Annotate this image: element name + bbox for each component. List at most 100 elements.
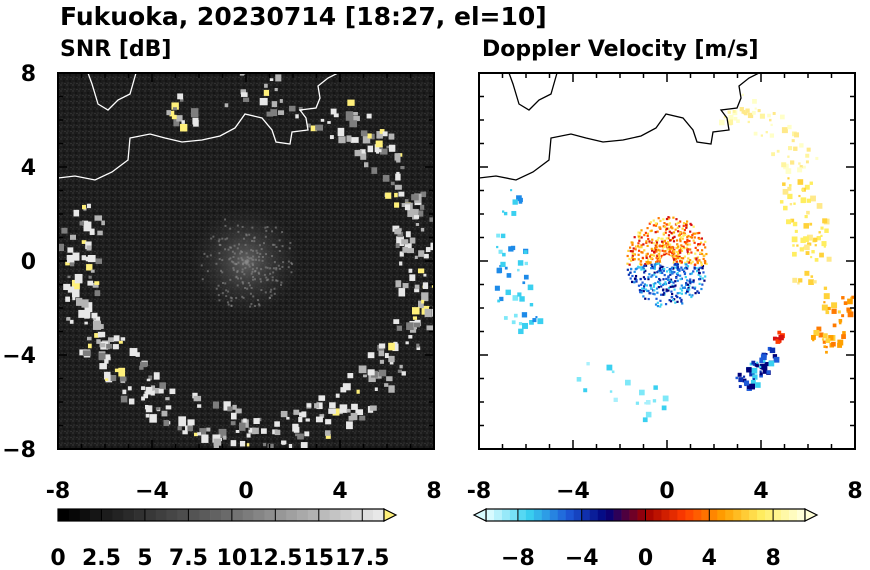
- doppler-echo-pixel: [521, 312, 528, 318]
- doppler-echo-pixel: [675, 294, 678, 297]
- doppler-echo-pixel: [635, 280, 638, 283]
- doppler-echo-pixel: [821, 338, 825, 341]
- doppler-echo-pixel: [670, 226, 673, 229]
- doppler-echo-pixel: [746, 367, 752, 373]
- doppler-echo-pixel: [631, 241, 634, 244]
- snr-panel-title: SNR [dB]: [60, 37, 171, 62]
- doppler-echo-pixel: [649, 229, 652, 233]
- doppler-echo-pixel: [752, 99, 757, 104]
- doppler-echo-pixel: [823, 245, 826, 248]
- doppler-echo-pixel: [697, 243, 700, 246]
- doppler-echo-pixel: [727, 110, 731, 114]
- doppler-echo-pixel: [779, 200, 784, 204]
- snr-echo-pixel: [187, 426, 193, 432]
- doppler-echo-pixel: [788, 184, 792, 187]
- doppler-echo-pixel: [639, 291, 642, 294]
- doppler-echo-pixel: [537, 318, 544, 325]
- doppler-echo-pixel: [646, 244, 649, 248]
- x-tick-label: 8: [847, 479, 862, 504]
- doppler-echo-pixel: [818, 332, 824, 338]
- doppler-echo-pixel: [696, 261, 699, 265]
- doppler-echo-pixel: [688, 239, 691, 243]
- doppler-echo-pixel: [686, 243, 689, 246]
- doppler-echo-pixel: [696, 260, 699, 263]
- snr-clutter-pixel: [235, 275, 238, 278]
- snr-echo-pixel: [394, 202, 400, 208]
- snr-colorbar-labels: 0 2.5 5 7.5 10 12.5 15 17.5: [50, 546, 389, 570]
- doppler-echo-pixel: [787, 177, 790, 180]
- doppler-echo-pixel: [502, 252, 506, 257]
- doppler-echo-pixel: [652, 292, 655, 295]
- doppler-echo-pixel: [500, 261, 506, 268]
- snr-clutter-pixel: [226, 237, 229, 240]
- doppler-echo-pixel: [661, 283, 665, 287]
- snr-echo-pixel: [263, 89, 270, 96]
- doppler-echo-pixel: [505, 289, 511, 296]
- snr-clutter-pixel: [276, 279, 279, 282]
- snr-echo-pixel: [230, 421, 236, 426]
- doppler-echo-pixel: [659, 282, 662, 286]
- doppler-echo-pixel: [522, 322, 528, 329]
- doppler-echo-pixel: [676, 256, 679, 259]
- snr-echo-pixel: [416, 346, 421, 351]
- snr-echo-pixel: [140, 361, 148, 368]
- doppler-echo-pixel: [637, 234, 640, 237]
- doppler-echo-pixel: [691, 286, 694, 289]
- doppler-echo-pixel: [679, 240, 682, 243]
- doppler-echo-pixel: [755, 382, 761, 388]
- colorbar-cell: [733, 509, 742, 521]
- snr-echo-pixel: [379, 129, 385, 134]
- doppler-echo-pixel: [677, 234, 680, 237]
- snr-clutter-pixel: [236, 224, 239, 227]
- doppler-echo-pixel: [805, 160, 809, 164]
- snr-echo-pixel: [330, 108, 337, 115]
- doppler-echo-pixel: [655, 241, 659, 244]
- snr-clutter-pixel: [287, 260, 290, 263]
- doppler-echo-pixel: [702, 271, 705, 274]
- snr-clutter-pixel: [246, 256, 249, 259]
- snr-clutter-pixel: [273, 243, 276, 246]
- doppler-echo-pixel: [630, 259, 633, 262]
- doppler-echo-pixel: [635, 401, 640, 405]
- doppler-echo-pixel: [650, 267, 653, 270]
- doppler-echo-pixel: [670, 246, 673, 249]
- doppler-echo-pixel: [799, 165, 803, 169]
- snr-echo-pixel: [72, 289, 80, 298]
- doppler-echo-pixel: [672, 281, 675, 284]
- doppler-echo-pixel: [782, 188, 789, 195]
- doppler-echo-pixel: [790, 218, 795, 223]
- doppler-echo-pixel: [665, 227, 669, 230]
- snr-clutter-pixel: [242, 282, 245, 285]
- doppler-echo-pixel: [669, 278, 673, 281]
- snr-clutter-pixel: [232, 267, 235, 270]
- doppler-echo-pixel: [806, 210, 810, 215]
- snr-echo-pixel: [243, 97, 250, 103]
- snr-echo-pixel: [386, 376, 393, 382]
- doppler-echo-pixel: [641, 266, 644, 269]
- doppler-echo-pixel: [649, 284, 652, 287]
- doppler-echo-pixel: [654, 248, 657, 252]
- snr-echo-pixel: [187, 419, 195, 426]
- colorbar-extend-max: [383, 508, 398, 522]
- colorbar-cell: [144, 509, 157, 521]
- doppler-echo-pixel: [759, 113, 765, 119]
- doppler-echo-pixel: [667, 253, 670, 256]
- doppler-echo-pixel: [671, 246, 674, 249]
- doppler-echo-pixel: [639, 266, 643, 269]
- doppler-echo-pixel: [499, 296, 504, 302]
- colorbar-cell: [493, 509, 503, 521]
- doppler-echo-pixel: [665, 277, 668, 281]
- doppler-echo-pixel: [646, 232, 650, 235]
- snr-echo-pixel: [305, 418, 310, 422]
- snr-clutter-pixel: [232, 261, 235, 264]
- snr-echo-pixel: [206, 427, 211, 432]
- snr-echo-pixel: [401, 239, 409, 245]
- doppler-echo-pixel: [609, 390, 613, 393]
- doppler-echo-pixel: [645, 399, 651, 405]
- doppler-echo-pixel: [656, 291, 659, 294]
- snr-echo-pixel: [190, 108, 199, 118]
- doppler-echo-pixel: [643, 249, 646, 252]
- doppler-echo-pixel: [679, 249, 682, 252]
- colorbar-cell: [112, 509, 124, 521]
- doppler-echo-pixel: [744, 111, 748, 116]
